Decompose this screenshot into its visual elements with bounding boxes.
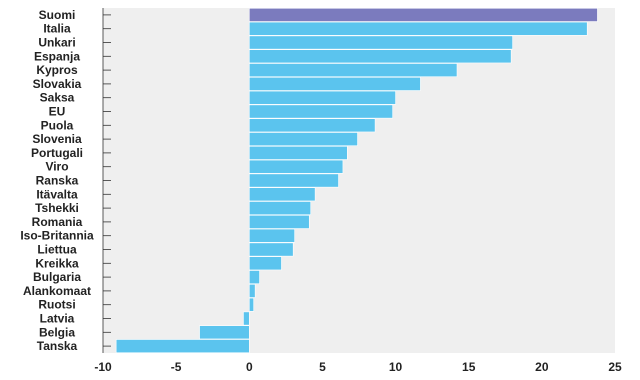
category-label: Iso-Britannia [20,229,94,243]
bar-belgia [199,325,250,340]
bar-slovenia [248,132,358,147]
y-axis [102,8,111,353]
category-labels: SuomiItaliaUnkariEspanjaKyprosSlovakiaSa… [20,8,94,353]
category-label: Espanja [34,49,80,63]
bar-latvia [243,311,250,326]
bar-liettua [248,242,294,257]
bar-eu [248,104,393,119]
category-label: Tanska [37,339,78,353]
category-label: Slovakia [33,77,82,91]
bar-romania [248,214,310,229]
x-tick-label: 20 [535,360,549,374]
bars-group [115,7,598,354]
x-tick-label: 10 [389,360,403,374]
bar-saksa [248,90,396,105]
category-label: Latvia [40,312,75,326]
category-label: Alankomaat [23,284,91,298]
category-label: Belgia [39,325,75,339]
category-label: Ruotsi [38,298,75,312]
bar-portugali [248,145,348,160]
bar-puola [248,118,376,133]
category-label: Itävalta [36,187,78,201]
bar-kreikka [248,256,282,271]
x-axis-ticks: -10 -5 0 5 10 15 20 25 [94,360,622,374]
category-label: Kreikka [35,256,79,270]
bar-ruotsi [248,297,254,312]
bar-ranska [248,173,339,188]
bar-tanska [115,339,250,354]
bar-kypros [248,63,458,78]
category-label: Liettua [37,243,77,257]
category-label: Kypros [36,63,78,77]
bar-alankomaat [248,283,256,298]
category-label: Unkari [38,36,75,50]
x-tick-label: -5 [171,360,182,374]
bar-suomi [248,7,598,22]
x-tick-label: 0 [246,360,253,374]
bar-espanja [248,49,512,64]
category-label: Portugali [31,146,83,160]
bar-unkari [248,35,513,50]
category-label: Viro [45,160,68,174]
category-label: EU [49,105,66,119]
bar-viro [248,159,344,174]
x-tick-label: 15 [462,360,476,374]
category-label: Suomi [39,8,76,22]
x-tick-label: -10 [94,360,112,374]
category-label: Puola [41,118,74,132]
category-label: Bulgaria [33,270,81,284]
bar-iso-britannia [248,228,295,243]
bar-tshekki [248,201,312,216]
bar-itävalta [248,187,316,202]
category-label: Tshekki [35,201,79,215]
category-label: Slovenia [32,132,82,146]
x-tick-label: 25 [608,360,622,374]
category-label: Ranska [36,174,79,188]
x-tick-label: 5 [319,360,326,374]
category-label: Romania [32,215,83,229]
bar-bulgaria [248,270,260,285]
bar-italia [248,21,588,36]
category-label: Italia [43,22,71,36]
bar-slovakia [248,76,421,91]
category-label: Saksa [40,91,75,105]
